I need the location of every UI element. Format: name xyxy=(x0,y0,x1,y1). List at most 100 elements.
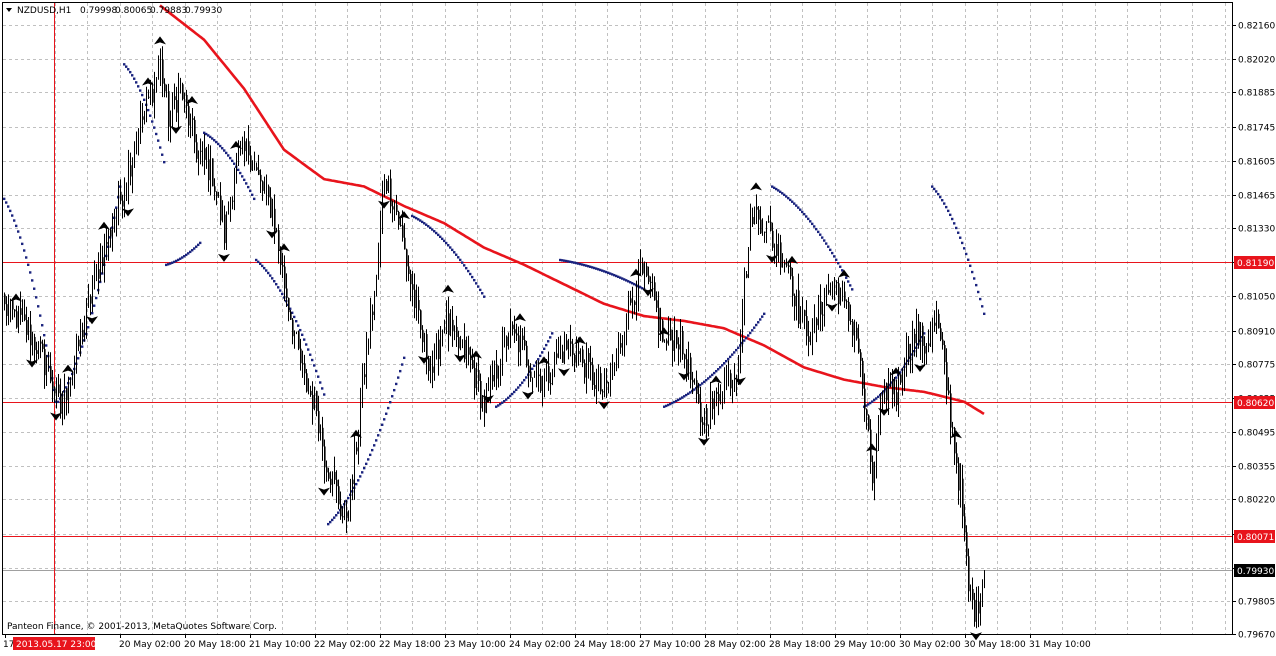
candle-body xyxy=(298,331,300,349)
fractal-down-icon xyxy=(678,372,690,381)
fractal-up-icon xyxy=(658,327,670,336)
candle-body xyxy=(122,200,124,207)
chart-menu-arrow-icon[interactable] xyxy=(6,8,12,12)
fractal-up-icon xyxy=(154,36,166,45)
ohlc-high: 0.80065 xyxy=(115,6,152,16)
time-tick-label: 24 May 02:00 xyxy=(509,640,571,650)
candle-body xyxy=(808,336,810,342)
sar-dot xyxy=(57,400,60,404)
candle-body xyxy=(130,165,132,177)
sar-dot xyxy=(207,134,210,137)
sar-dot xyxy=(217,142,220,146)
candle-body xyxy=(788,265,790,267)
sar-dot xyxy=(473,278,476,282)
sar-dot xyxy=(627,280,630,283)
sar-dot xyxy=(451,248,454,252)
fractal-up-icon xyxy=(574,336,586,345)
fractal-down-icon xyxy=(914,364,926,373)
sar-dot xyxy=(229,156,232,160)
sar-dot xyxy=(615,274,618,278)
time-tick-label: 17 xyxy=(3,640,14,650)
candle-body xyxy=(26,320,28,335)
candle-body xyxy=(24,314,26,321)
sar-dot xyxy=(969,264,972,268)
candle-body xyxy=(334,471,336,480)
candle-body xyxy=(786,264,788,266)
fractal-down-icon xyxy=(558,368,570,377)
sar-dot xyxy=(317,375,320,378)
candle-body xyxy=(940,328,942,340)
candle-body xyxy=(944,345,946,363)
candle-body xyxy=(412,284,414,290)
candle-body xyxy=(946,362,948,391)
candle-body xyxy=(820,301,822,315)
sar-dot xyxy=(333,516,336,519)
sar-dot xyxy=(397,376,400,379)
price-tick-label: 0.81330 xyxy=(1238,225,1275,235)
sar-dot xyxy=(753,326,756,329)
fractal-down-icon xyxy=(522,391,534,400)
sar-dot xyxy=(501,401,504,404)
price-tick-label: 0.80495 xyxy=(1238,429,1275,439)
candle-body xyxy=(770,221,772,231)
sar-dot xyxy=(263,266,266,270)
sar-dot xyxy=(955,226,958,230)
candle-body xyxy=(326,467,328,473)
candle-body xyxy=(310,390,312,395)
sar-dot xyxy=(267,271,270,275)
candle-body xyxy=(974,599,976,622)
sar-dot xyxy=(749,331,752,335)
candle-body xyxy=(590,361,592,366)
sar-dot xyxy=(827,245,830,248)
candle-body xyxy=(304,363,306,374)
candle-body xyxy=(758,209,760,220)
candle-body xyxy=(656,300,658,308)
sar-dot xyxy=(755,323,758,327)
candle-body xyxy=(526,345,528,366)
candle-body xyxy=(692,379,694,383)
sar-dot xyxy=(379,428,382,432)
candle-body xyxy=(798,290,800,324)
sar-dot xyxy=(587,264,590,268)
sar-dot xyxy=(977,290,980,294)
candle-body xyxy=(630,298,632,303)
sar-dot xyxy=(795,204,798,207)
sar-dot xyxy=(667,403,670,407)
candles xyxy=(4,46,985,629)
candle-body xyxy=(942,339,944,346)
sar-dot xyxy=(829,248,832,252)
candle-body xyxy=(772,230,774,248)
sar-dot xyxy=(613,273,616,277)
candle-body xyxy=(110,229,112,237)
candle-body xyxy=(14,309,16,312)
candle-body xyxy=(922,325,924,346)
sar-dot xyxy=(867,403,870,406)
sar-dot xyxy=(677,398,680,402)
sar-dot xyxy=(711,373,714,377)
level-label-bg xyxy=(1234,530,1275,543)
candle-body xyxy=(408,266,410,274)
candle-body xyxy=(516,333,518,336)
sar-dot xyxy=(583,263,586,267)
sar-dot xyxy=(703,380,706,384)
candle-body xyxy=(142,116,144,120)
sar-dot xyxy=(337,511,340,514)
sar-dot xyxy=(779,190,782,194)
candle-body xyxy=(66,388,68,401)
candle-body xyxy=(584,363,586,378)
candle-body xyxy=(346,511,348,519)
fractal-down-icon xyxy=(266,230,278,239)
sar-dot xyxy=(259,262,262,266)
sar-dot xyxy=(441,237,444,241)
sar-dot xyxy=(483,295,486,298)
candle-body xyxy=(506,336,508,347)
sar-dot xyxy=(735,348,738,352)
sar-dot xyxy=(5,201,8,204)
candle-body xyxy=(972,589,974,600)
candle-body xyxy=(924,345,926,354)
candle-body xyxy=(216,191,218,196)
candle-body xyxy=(478,370,480,382)
sar-dot xyxy=(453,251,456,254)
